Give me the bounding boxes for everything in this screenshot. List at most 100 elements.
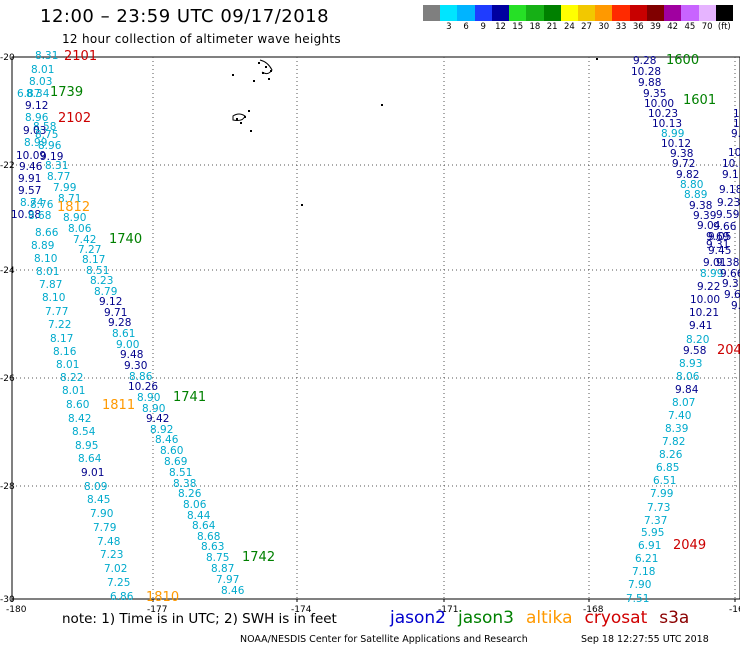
- wave-height-label: 8.10: [34, 253, 57, 265]
- color-swatch: [423, 5, 441, 21]
- color-scale-label: 9: [480, 22, 486, 32]
- wave-height-label: 9.12: [99, 296, 122, 308]
- satellite-legend-item: jason3: [458, 608, 514, 628]
- wave-height-label: 7.25: [107, 577, 130, 589]
- x-tick-label: -16: [729, 605, 740, 615]
- wave-height-label: 6.21: [635, 553, 658, 565]
- wave-height-label: 8.74: [20, 197, 44, 209]
- color-scale-label: 12: [495, 22, 506, 32]
- wave-height-label: 8.38: [173, 478, 196, 490]
- wave-height-label: 8.87: [211, 563, 234, 575]
- pass-time-label: 1740: [109, 232, 142, 247]
- wave-height-label: 8.42: [68, 413, 91, 425]
- wave-height-label: 9.38: [689, 200, 712, 212]
- wave-height-label: 8.60: [160, 445, 183, 457]
- island-mark: [250, 130, 252, 132]
- wave-height-label: 9.30: [124, 360, 147, 372]
- satellite-legend-item: s3a: [659, 608, 690, 628]
- wave-height-label: 8.06: [68, 223, 92, 235]
- color-scale-label: (ft): [717, 22, 731, 32]
- wave-height-label: 9.: [731, 128, 740, 140]
- wave-height-label: 8.66: [35, 227, 59, 239]
- wave-height-label: 8.10: [42, 292, 65, 304]
- pass-time-label: 1601: [683, 93, 716, 108]
- color-swatch: [526, 5, 544, 21]
- color-scale-label: 70: [701, 22, 713, 32]
- wave-height-label: 8.92: [150, 424, 173, 436]
- wave-height-label: 8.17: [50, 333, 73, 345]
- map-frame: [11, 56, 740, 600]
- wave-height-label: 9.66: [720, 268, 740, 280]
- wave-height-label: 8.16: [53, 346, 77, 358]
- wave-height-label: 10: [733, 118, 740, 130]
- wave-height-label: 8.75: [35, 129, 58, 141]
- wave-height-label: 8.01: [56, 359, 79, 371]
- wave-height-label: 9.6: [724, 289, 740, 301]
- wave-height-label: 8.96: [38, 140, 62, 152]
- wave-height-label: 9.46: [19, 161, 43, 173]
- wave-height-label: 7.99: [650, 488, 673, 500]
- color-scale-label: 18: [529, 22, 541, 32]
- wave-height-label: 8.22: [60, 372, 83, 384]
- wave-height-label: 9.82: [676, 169, 699, 181]
- wave-height-label: 8.46: [221, 585, 245, 597]
- wave-height-label: 10.98: [11, 209, 41, 221]
- footer-organization: NOAA/NESDIS Center for Satellite Applica…: [240, 634, 528, 645]
- wave-height-label: 9.35: [643, 88, 666, 100]
- wave-height-label: 8.99: [24, 137, 47, 149]
- wave-height-label: 9.42: [146, 413, 169, 425]
- island-mark: [236, 118, 238, 120]
- wave-height-label: 8.44: [187, 510, 211, 522]
- wave-height-label: 7.37: [644, 515, 667, 527]
- wave-height-label: 10.28: [631, 66, 661, 78]
- wave-height-label: 7.90: [628, 579, 651, 591]
- color-swatch: [457, 5, 475, 21]
- wave-height-label: 7.77: [45, 306, 68, 318]
- y-tick-label: -30: [0, 595, 15, 605]
- color-scale-label: 21: [546, 22, 558, 32]
- wave-height-label: 8.01: [36, 266, 59, 278]
- wave-height-label: 8.03: [29, 76, 52, 88]
- wave-height-label: 8.86: [129, 371, 153, 383]
- wave-height-label: 10.09: [16, 150, 46, 162]
- pass-time-label: 1741: [173, 390, 206, 405]
- pass-time-label: 1600: [666, 53, 699, 68]
- wave-height-label: 9.04: [697, 220, 721, 232]
- island-mark: [232, 74, 234, 76]
- color-scale-label: 30: [598, 22, 610, 32]
- wave-height-label: 8.60: [66, 399, 89, 411]
- wave-height-label: 10.00: [690, 294, 720, 306]
- island-mark: [240, 122, 242, 124]
- map-subtitle: 12 hour collection of altimeter wave hei…: [62, 32, 341, 46]
- x-tick-label: -177: [147, 605, 167, 615]
- color-swatch: [664, 5, 682, 21]
- color-scale-label: 6: [463, 22, 469, 32]
- wave-height-label: 8.63: [201, 541, 224, 553]
- wave-height-label: 7.22: [48, 319, 71, 331]
- wave-height-label: 9.59: [716, 209, 739, 221]
- wave-height-label: 7.27: [78, 244, 101, 256]
- wave-height-label: 9.88: [638, 77, 661, 89]
- wave-height-label: 8.26: [659, 449, 683, 461]
- wave-height-label: 8.20: [686, 334, 709, 346]
- wave-height-label: 7.48: [97, 536, 120, 548]
- wave-height-label: 8.23: [90, 275, 113, 287]
- wave-height-label: 8.39: [665, 423, 688, 435]
- wave-height-label: 8.64: [192, 520, 216, 532]
- wave-height-label: 9.: [731, 300, 740, 312]
- wave-height-label: 8.34: [26, 88, 50, 100]
- wave-height-label: 9.1: [722, 169, 739, 181]
- x-tick-label: -171: [438, 605, 458, 615]
- wave-height-label: 9.58: [683, 345, 706, 357]
- wave-height-label: 8.07: [672, 397, 695, 409]
- x-tick-label: -174: [291, 605, 312, 615]
- color-swatch: [491, 5, 510, 21]
- pass-time-label: 204: [717, 343, 740, 358]
- wave-height-label: 7.51: [626, 593, 649, 605]
- wave-height-label: 8.89: [31, 240, 54, 252]
- wave-height-label: 9.00: [116, 339, 139, 351]
- wave-height-label: 9.38: [670, 148, 693, 160]
- wave-height-label: 8.68: [197, 531, 220, 543]
- wave-height-label: 7.73: [647, 502, 670, 514]
- wave-height-label: 6.86: [110, 591, 134, 603]
